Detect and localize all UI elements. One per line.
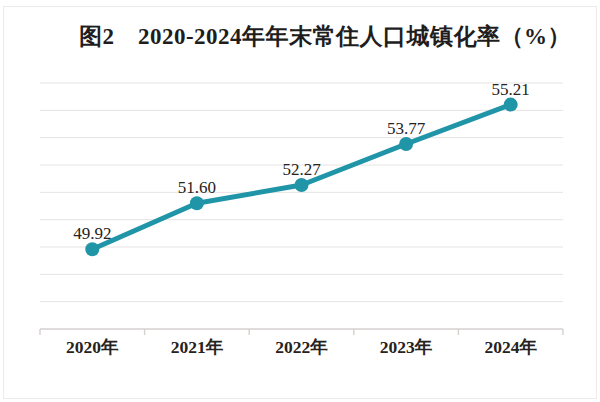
- data-point-label: 52.27: [282, 160, 321, 179]
- x-axis-label: 2022年: [275, 337, 328, 357]
- chart-figure: 图2 2020-2024年年末常住人口城镇化率（%） 49.9251.6052.…: [0, 0, 600, 402]
- x-axis-label: 2021年: [171, 337, 224, 357]
- data-point-label: 55.21: [492, 80, 530, 99]
- x-axis-label: 2023年: [380, 337, 433, 357]
- chart-canvas: 49.92 51.60 52.27 53.77 55.21 2020年 2021年 2022年…: [0, 0, 600, 402]
- data-point: [295, 178, 309, 192]
- data-point-label: 53.77: [387, 119, 426, 138]
- data-point-label: 51.60: [178, 178, 216, 197]
- data-point: [85, 242, 99, 256]
- data-point: [504, 98, 518, 112]
- data-point-label: 49.92: [73, 224, 111, 243]
- data-point: [190, 196, 204, 210]
- x-axis-label: 2020年: [66, 337, 119, 357]
- x-axis-label: 2024年: [484, 337, 537, 357]
- data-point: [399, 137, 413, 151]
